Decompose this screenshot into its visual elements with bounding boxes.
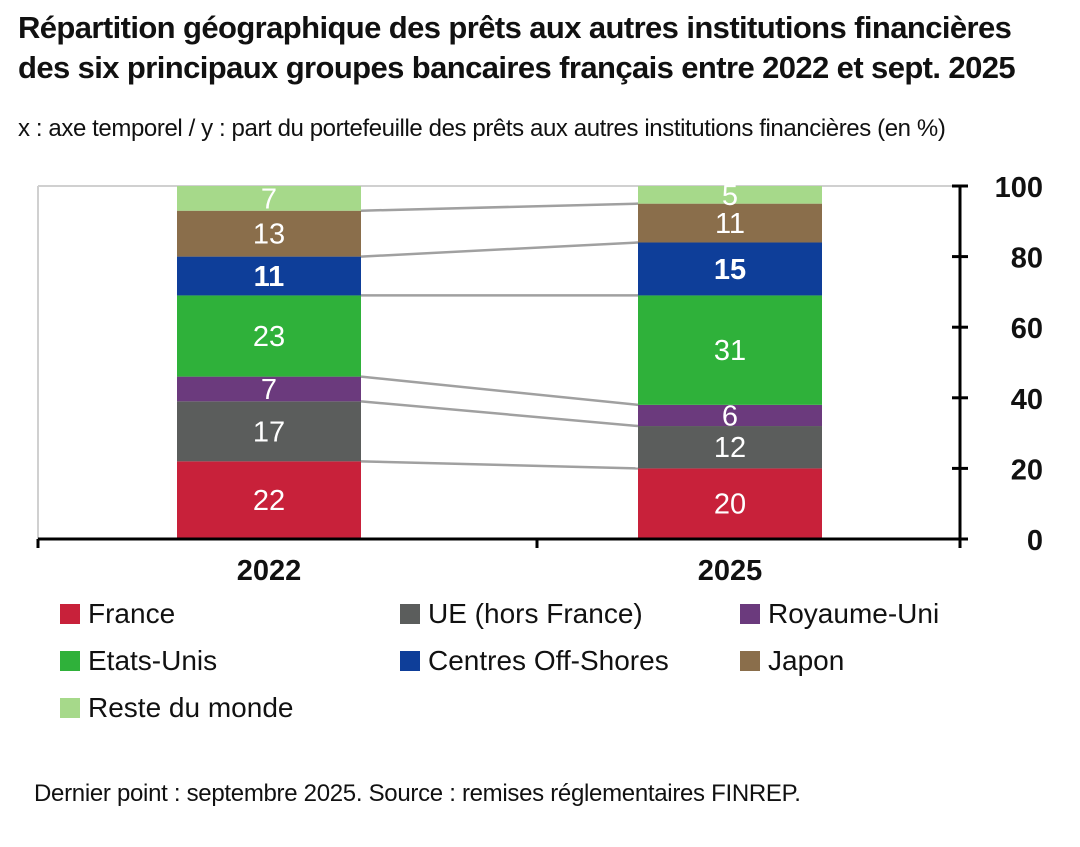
data-label-2025-2: 6 [722,400,738,432]
data-label-2022-2: 7 [261,374,277,406]
connector-line-4 [360,241,639,258]
y-tick-label: 80 [1011,243,1043,275]
bar-segment-2022-6 [177,186,361,211]
x-tick-label-2022: 2022 [237,555,302,587]
data-label-2025-5: 11 [715,208,745,240]
chart-subtitle: x : axe temporel / y : part du portefeui… [18,115,946,142]
legend-swatch [60,604,80,624]
legend-item: Etats-Unis [60,645,217,677]
legend-item: UE (hors France) [400,598,643,630]
data-label-2022-3: 23 [253,321,285,353]
y-tick-label: 0 [1027,525,1043,557]
bar-segment-2025-1 [638,426,822,469]
bar-segment-2025-4 [638,242,822,296]
bar-segment-2022-4 [177,256,361,296]
y-tick-label: 100 [995,172,1043,204]
chart-title: Répartition géographique des prêts aux a… [18,10,1016,85]
legend-label: Etats-Unis [88,645,218,676]
bar-segment-2022-0 [177,461,361,539]
legend-swatch [400,604,420,624]
bar-segment-2025-0 [638,468,822,539]
legend-item: Royaume-Uni [740,598,939,630]
x-axis: 2022 2025 [36,537,962,587]
data-label-2022-0: 22 [253,485,285,517]
legend-swatch [60,698,80,718]
bar-segment-2022-3 [177,295,361,377]
legend-item: Centres Off-Shores [400,645,669,677]
y-tick-label: 20 [1011,454,1043,486]
connector-line-0 [360,460,639,470]
data-label-2022-5: 13 [253,219,285,251]
connector-line-5 [360,202,639,212]
legend-item: France [60,598,175,630]
bar-segment-2022-2 [177,376,361,402]
bar-segments [177,186,822,539]
connector-lines [360,202,639,470]
bar-segment-2025-6 [638,186,822,204]
legend-label: Centres Off-Shores [428,645,669,676]
legend-item: Reste du monde [60,692,293,724]
source-note: Dernier point : septembre 2025. Source :… [34,780,801,807]
data-label-2022-1: 17 [253,416,285,448]
legend-label: Japon [768,645,845,676]
legend-label: France [88,598,176,629]
legend-item: Japon [740,645,844,677]
data-label-2025-1: 12 [714,432,746,464]
bar-segment-2022-5 [177,210,361,257]
legend-label: UE (hors France) [428,598,643,629]
data-label-2025-3: 31 [714,335,746,367]
data-label-2022-6: 7 [261,183,277,215]
y-tick-label: 60 [1011,313,1043,345]
y-axis: 0 20 40 60 80 100 [952,172,1043,557]
legend-label: Reste du monde [88,692,294,723]
legend-swatch [740,651,760,671]
bar-segment-2022-1 [177,401,361,462]
bar-segment-2025-3 [638,295,822,405]
legend-label: Royaume-Uni [768,598,940,629]
data-label-2025-0: 20 [714,489,746,521]
connector-line-1 [360,400,639,428]
bar-segment-2025-5 [638,203,822,243]
data-label-2025-6: 5 [722,180,738,212]
y-tick-label: 40 [1011,384,1043,416]
connector-line-2 [360,375,639,407]
data-label-2022-4: 11 [254,261,285,293]
bar-segment-2025-2 [638,404,822,427]
legend-swatch [60,651,80,671]
legend-swatch [400,651,420,671]
legend-swatch [740,604,760,624]
x-tick-label-2025: 2025 [698,555,763,587]
data-label-2025-4: 15 [714,254,746,286]
